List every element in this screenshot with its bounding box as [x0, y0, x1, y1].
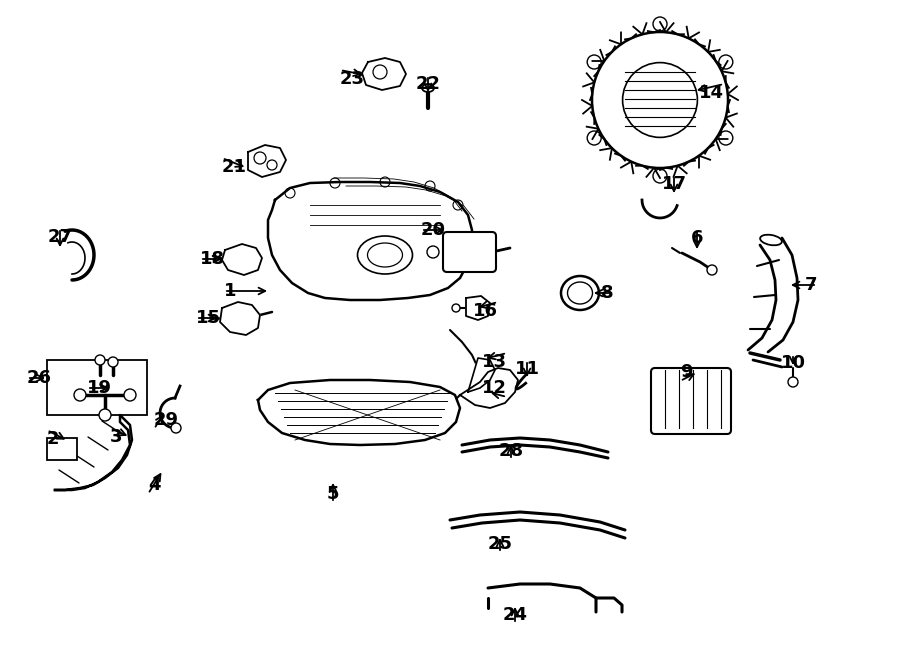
Circle shape [171, 423, 181, 433]
Circle shape [285, 188, 295, 198]
Text: 16: 16 [473, 302, 498, 320]
Circle shape [74, 389, 86, 401]
Text: 18: 18 [200, 250, 225, 268]
Polygon shape [258, 380, 460, 445]
Circle shape [653, 17, 667, 31]
Polygon shape [466, 296, 490, 320]
Circle shape [108, 357, 118, 367]
Circle shape [653, 169, 667, 183]
Ellipse shape [760, 235, 782, 245]
Text: 4: 4 [148, 476, 160, 494]
Ellipse shape [568, 282, 592, 304]
Circle shape [453, 200, 463, 210]
Circle shape [427, 246, 439, 258]
Text: 13: 13 [482, 353, 507, 371]
Circle shape [587, 131, 601, 145]
Polygon shape [222, 244, 262, 275]
Circle shape [587, 55, 601, 69]
Text: 23: 23 [340, 70, 365, 88]
Text: 11: 11 [515, 360, 539, 378]
Circle shape [373, 65, 387, 79]
Text: 5: 5 [327, 485, 339, 503]
Polygon shape [55, 415, 132, 490]
Text: 15: 15 [196, 309, 221, 327]
FancyBboxPatch shape [443, 232, 496, 272]
Circle shape [330, 178, 340, 188]
FancyBboxPatch shape [651, 368, 731, 434]
Text: 1: 1 [224, 282, 237, 300]
Text: 2: 2 [47, 430, 59, 448]
Text: 14: 14 [699, 84, 724, 102]
Text: 20: 20 [421, 221, 446, 239]
Polygon shape [362, 58, 406, 90]
Polygon shape [248, 145, 286, 177]
Circle shape [623, 63, 698, 137]
Circle shape [99, 409, 111, 421]
Text: 9: 9 [680, 363, 692, 381]
Polygon shape [268, 182, 472, 300]
Text: 19: 19 [87, 379, 112, 397]
Ellipse shape [561, 276, 599, 310]
Text: 12: 12 [482, 379, 507, 397]
Text: 10: 10 [780, 354, 806, 372]
Circle shape [425, 181, 435, 191]
Text: 6: 6 [691, 229, 703, 247]
Text: 17: 17 [662, 175, 687, 193]
Text: 24: 24 [502, 606, 527, 624]
Text: 7: 7 [805, 276, 817, 294]
Text: 27: 27 [48, 228, 73, 246]
Circle shape [592, 32, 728, 168]
Polygon shape [460, 368, 518, 408]
Ellipse shape [367, 243, 402, 267]
Text: 21: 21 [222, 158, 247, 176]
Ellipse shape [357, 236, 412, 274]
Bar [47, 360, 147, 415]
Text: 8: 8 [601, 284, 614, 302]
Circle shape [788, 377, 798, 387]
Polygon shape [220, 302, 260, 335]
Circle shape [380, 177, 390, 187]
Circle shape [452, 304, 460, 312]
Text: 3: 3 [110, 428, 122, 446]
Text: 22: 22 [416, 75, 440, 93]
Circle shape [719, 55, 733, 69]
Circle shape [124, 389, 136, 401]
Circle shape [95, 355, 105, 365]
Bar [47, 438, 77, 460]
Text: 28: 28 [499, 442, 524, 460]
Text: 26: 26 [27, 369, 52, 387]
Circle shape [254, 152, 266, 164]
Circle shape [707, 265, 717, 275]
Text: 29: 29 [154, 411, 179, 429]
Circle shape [719, 131, 733, 145]
Circle shape [267, 160, 277, 170]
Text: 25: 25 [488, 535, 512, 553]
Polygon shape [468, 358, 495, 392]
Ellipse shape [422, 84, 434, 92]
